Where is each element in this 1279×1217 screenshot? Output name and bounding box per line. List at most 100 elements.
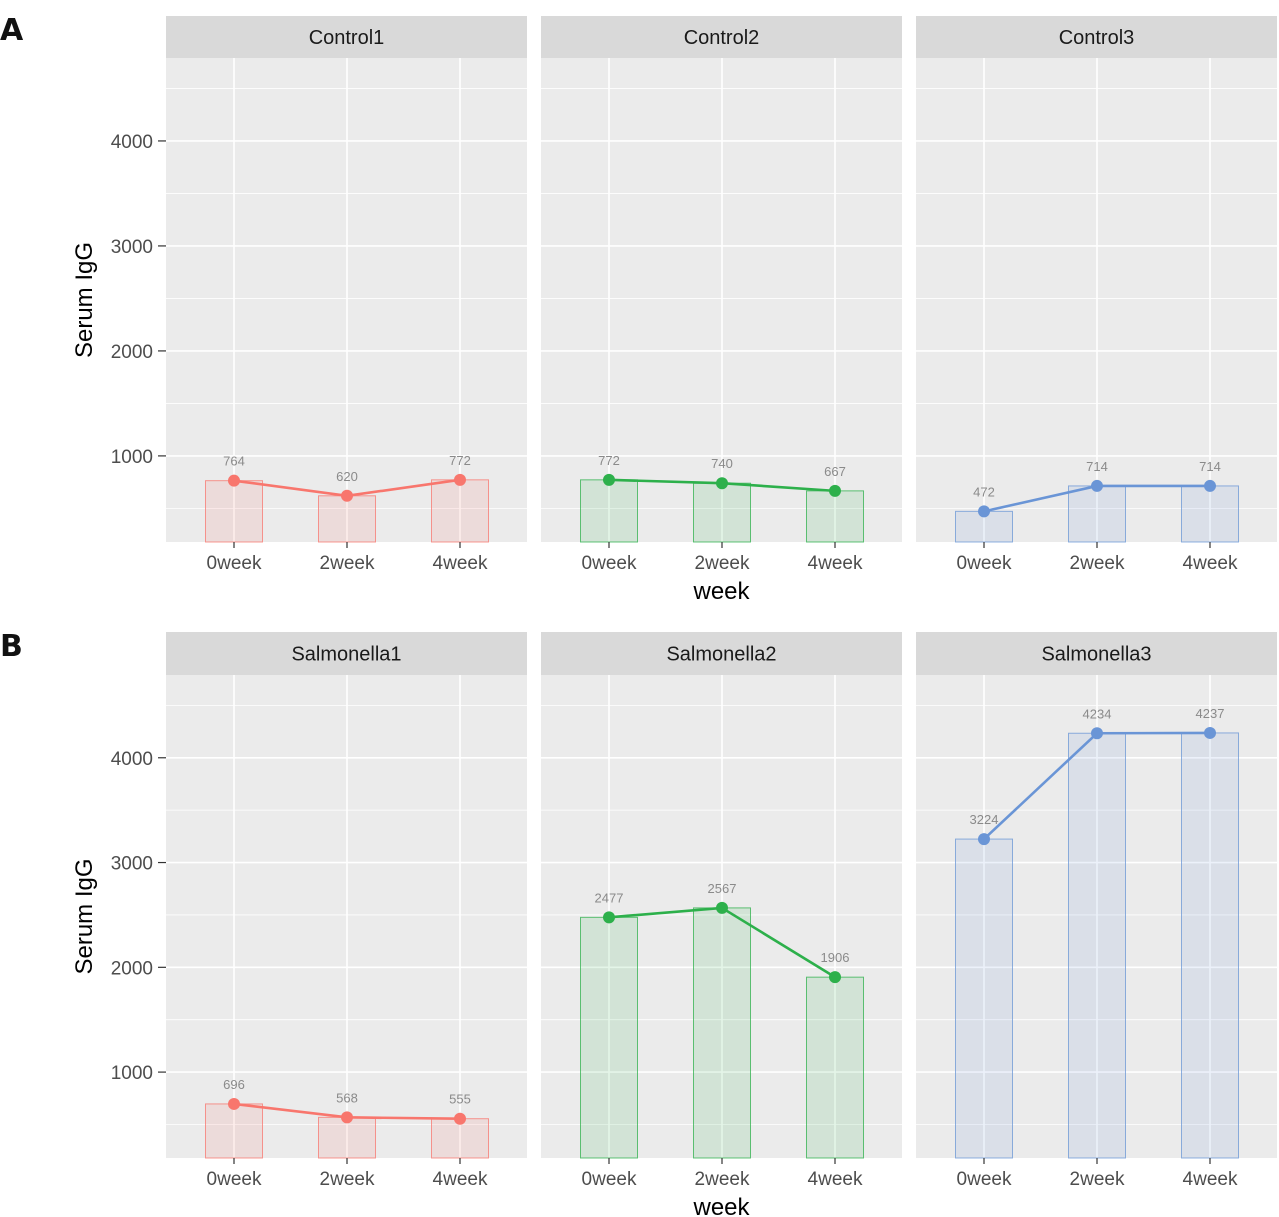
bar-2week: [318, 495, 376, 543]
data-point-0week: [228, 1097, 240, 1110]
data-label: 555: [449, 1092, 471, 1107]
data-label: 4237: [1196, 706, 1225, 721]
x-axis-title: week: [692, 578, 750, 605]
facet-title: Control2: [684, 27, 760, 49]
y-tick-label: 2000: [111, 958, 153, 979]
y-axis-title: Serum IgG: [71, 242, 98, 358]
data-point-4week: [829, 971, 841, 984]
facet-salmonella3: Salmonella3 3224 4234 4237 0week 2week 4week: [916, 632, 1277, 1190]
data-label: 667: [824, 464, 846, 479]
x-tick-label: 4week: [808, 553, 863, 574]
x-tick-label: 2week: [695, 1169, 750, 1190]
data-point-0week: [603, 473, 615, 486]
bar-2week: [1068, 732, 1126, 1159]
data-label: 2477: [595, 890, 624, 905]
bar-2week: [318, 1116, 376, 1159]
data-label: 620: [336, 469, 358, 484]
data-label: 568: [336, 1090, 358, 1105]
data-point-0week: [603, 911, 615, 924]
bar-2week: [1068, 485, 1126, 543]
data-point-0week: [978, 833, 990, 846]
facet-title: Salmonella3: [1041, 644, 1151, 666]
x-tick-label: 2week: [320, 1169, 375, 1190]
data-label: 714: [1199, 459, 1221, 474]
facet-title: Control3: [1059, 27, 1135, 49]
bar-4week: [1181, 485, 1239, 543]
facet-salmonella2: Salmonella2 2477 2567 1906 0week 2week 4week: [541, 632, 902, 1190]
data-point-4week: [454, 1112, 466, 1125]
y-tick-label: 3000: [111, 854, 153, 875]
x-tick-label: 2week: [1070, 553, 1125, 574]
x-tick-label: 4week: [433, 1169, 488, 1190]
x-tick-label: 0week: [207, 1169, 262, 1190]
bar-4week: [431, 479, 489, 543]
bar-0week: [580, 479, 638, 543]
facet-title: Salmonella1: [291, 644, 401, 666]
bar-4week: [806, 976, 864, 1159]
x-tick-label: 0week: [582, 553, 637, 574]
facet-strip: [166, 16, 527, 58]
data-label: 696: [223, 1077, 245, 1092]
facet-strip: [541, 16, 902, 58]
data-point-2week: [716, 477, 728, 490]
x-tick-label: 0week: [957, 553, 1012, 574]
facet-control2: Control2 772 740 667 0week 2week 4week: [541, 16, 902, 574]
data-point-0week: [228, 474, 240, 487]
data-label: 3224: [970, 812, 999, 827]
data-label: 472: [973, 484, 995, 499]
x-axis-title: week: [692, 1194, 750, 1217]
data-label: 2567: [708, 881, 737, 896]
data-point-4week: [454, 473, 466, 486]
bar-2week: [693, 482, 751, 543]
x-tick-label: 0week: [582, 1169, 637, 1190]
x-tick-label: 4week: [808, 1169, 863, 1190]
data-label: 714: [1086, 459, 1108, 474]
x-tick-label: 4week: [1183, 553, 1238, 574]
data-point-2week: [341, 489, 353, 502]
x-tick-label: 0week: [207, 553, 262, 574]
bar-0week: [205, 1103, 263, 1159]
data-point-2week: [716, 901, 728, 914]
data-label: 764: [223, 454, 245, 469]
facet-salmonella1: Salmonella1 696 568 555 0week 2week 4week: [166, 632, 527, 1190]
y-tick-label: 3000: [111, 237, 153, 258]
x-tick-label: 0week: [957, 1169, 1012, 1190]
data-label: 772: [598, 453, 620, 468]
panel-letter: A: [0, 13, 24, 48]
bar-0week: [955, 838, 1013, 1159]
facet-control1: Control1 764 620 772 0week 2week 4week: [166, 16, 527, 574]
facet-title: Control1: [309, 27, 385, 49]
y-axis-title: Serum IgG: [71, 858, 98, 974]
data-point-2week: [1091, 479, 1103, 492]
facet-strip: [166, 632, 527, 675]
y-tick-label: 4000: [111, 749, 153, 770]
y-tick-label: 1000: [111, 447, 153, 468]
y-tick-label: 1000: [111, 1063, 153, 1084]
data-point-2week: [341, 1111, 353, 1124]
data-label: 740: [711, 456, 733, 471]
data-label: 4234: [1083, 706, 1112, 721]
facet-strip: [541, 632, 902, 675]
data-point-4week: [829, 484, 841, 497]
bar-4week: [1181, 732, 1239, 1159]
x-tick-label: 2week: [1070, 1169, 1125, 1190]
x-tick-label: 2week: [695, 553, 750, 574]
facet-control3: Control3 472 714 714 0week 2week 4week: [916, 16, 1277, 574]
data-point-2week: [1091, 727, 1103, 740]
data-point-0week: [978, 505, 990, 518]
y-tick-label: 4000: [111, 132, 153, 153]
facet-strip: [916, 632, 1277, 675]
bar-0week: [580, 916, 638, 1159]
x-tick-label: 4week: [1183, 1169, 1238, 1190]
chart-row-a: A 1000 2000 3000 4000 Serum IgG week Control1 76…: [0, 13, 1277, 605]
data-point-4week: [1204, 726, 1216, 739]
data-point-4week: [1204, 479, 1216, 492]
x-tick-label: 4week: [433, 553, 488, 574]
y-tick-label: 2000: [111, 342, 153, 363]
facet-strip: [916, 16, 1277, 58]
chart-row-b: B 1000 2000 3000 4000 Serum IgG week Salmonella…: [0, 629, 1277, 1217]
x-tick-label: 2week: [320, 553, 375, 574]
bar-4week: [806, 490, 864, 543]
data-label: 1906: [821, 950, 850, 965]
